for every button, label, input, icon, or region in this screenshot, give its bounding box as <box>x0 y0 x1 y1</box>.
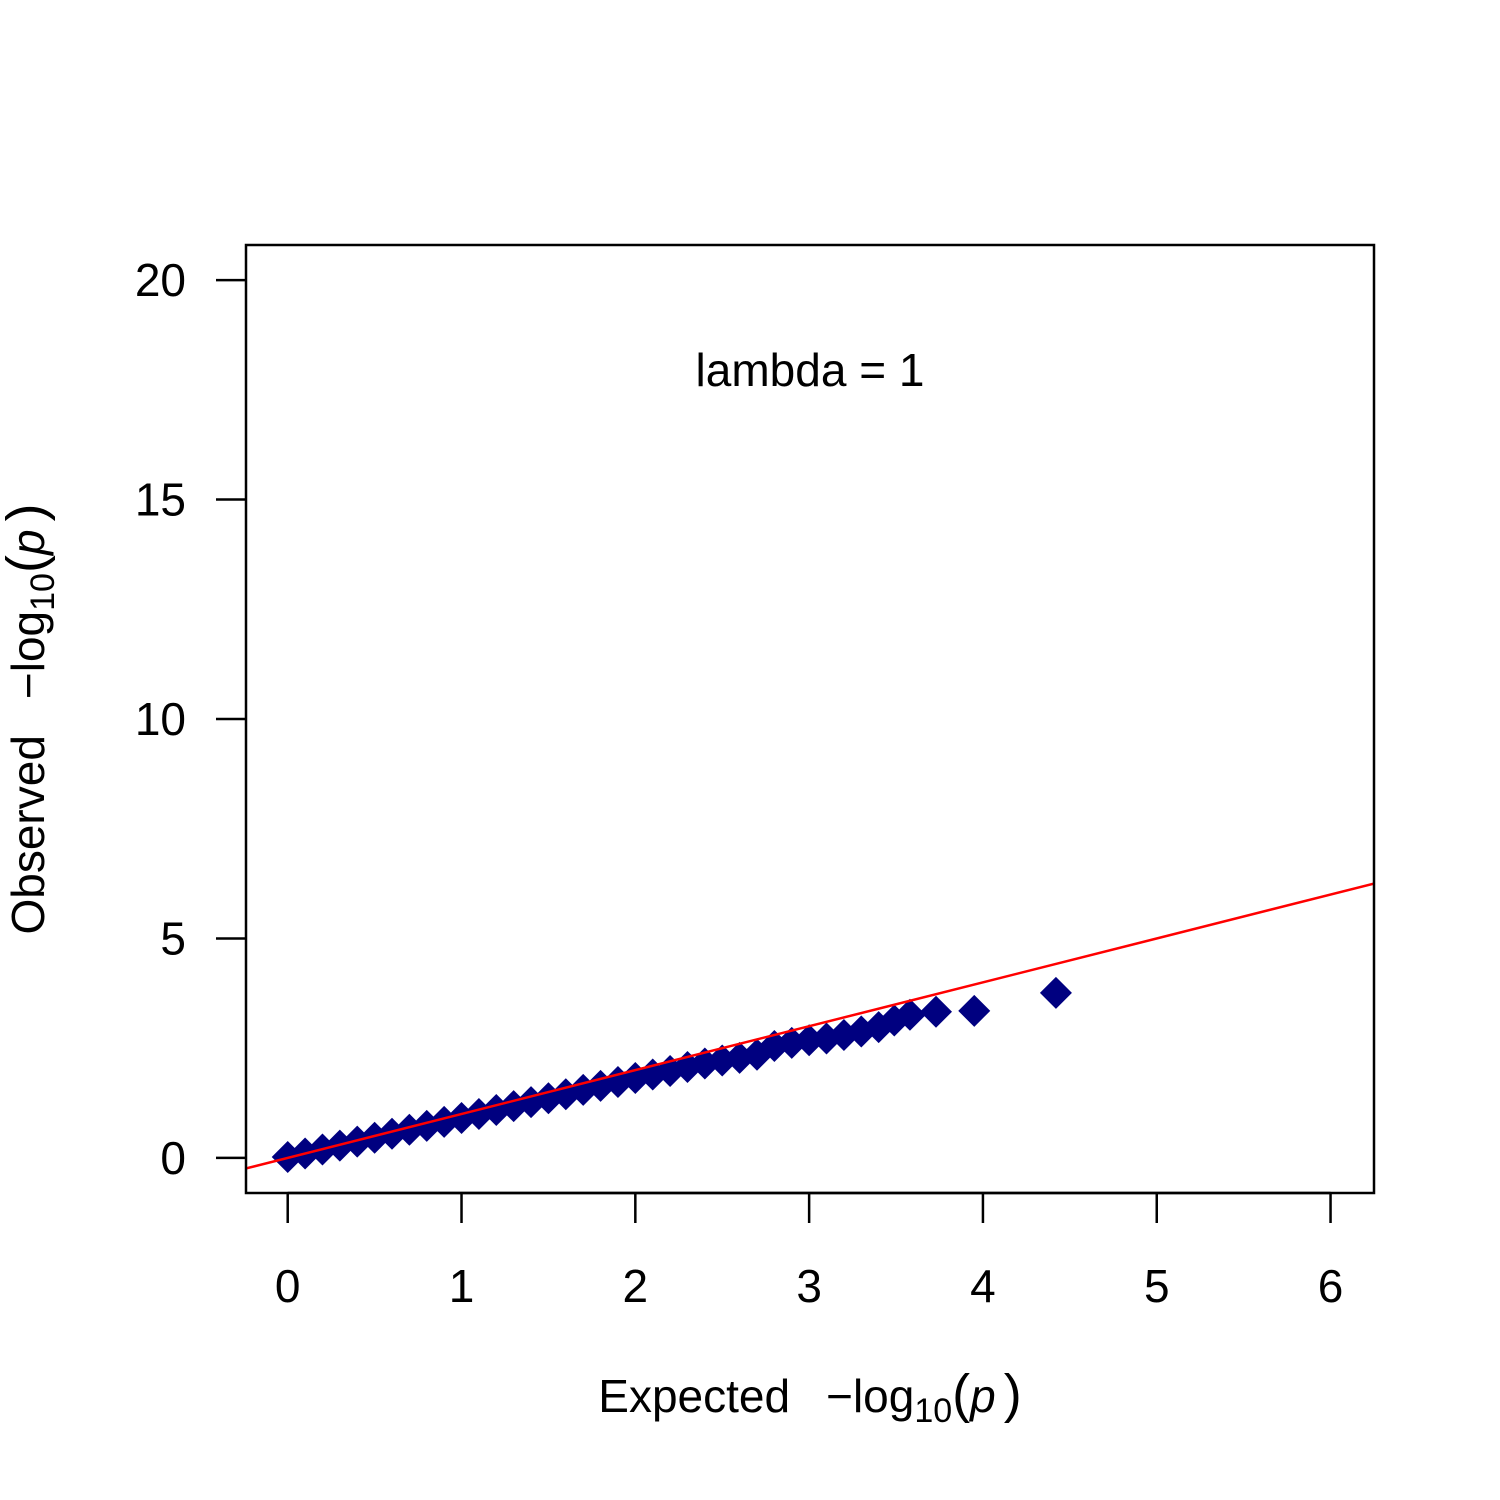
x-axis-label: Expected −log10(p) <box>598 1364 1021 1430</box>
y-tick-label: 20 <box>135 254 186 306</box>
y-tick-label: 5 <box>160 912 186 964</box>
label-text: Expected <box>598 1370 790 1422</box>
label-var: p <box>2 529 54 557</box>
x-tick-label: 2 <box>623 1260 649 1312</box>
point <box>893 998 926 1031</box>
point <box>958 994 991 1027</box>
x-tick-label: 0 <box>275 1260 301 1312</box>
x-tick-label: 6 <box>1318 1260 1344 1312</box>
y-tick-label: 0 <box>160 1132 186 1184</box>
x-tick-label: 4 <box>970 1260 996 1312</box>
x-tick-label: 3 <box>796 1260 822 1312</box>
point <box>1039 976 1072 1009</box>
x-tick-label: 5 <box>1144 1260 1170 1312</box>
point <box>920 995 953 1028</box>
plot-area <box>246 882 1374 1174</box>
label-paren: ( <box>952 1364 970 1424</box>
label-func: −log <box>826 1370 914 1422</box>
label-sub: 10 <box>24 573 62 611</box>
label-paren: ) <box>1004 1364 1022 1424</box>
y-axis-label: Observed −log10(p) <box>0 503 62 934</box>
y-tick-label: 15 <box>135 474 186 526</box>
annotation: lambda = 1 <box>696 344 925 396</box>
label-sub: 10 <box>914 1392 952 1430</box>
label-paren: ( <box>0 555 56 573</box>
label-text: Observed <box>2 735 54 934</box>
label-func: −log <box>2 611 54 699</box>
reference-line <box>246 882 1374 1170</box>
y-tick-label: 10 <box>135 693 186 745</box>
label-var: p <box>968 1370 996 1422</box>
x-tick-label: 1 <box>449 1260 475 1312</box>
label-paren: ) <box>0 503 56 521</box>
point <box>480 1094 513 1127</box>
